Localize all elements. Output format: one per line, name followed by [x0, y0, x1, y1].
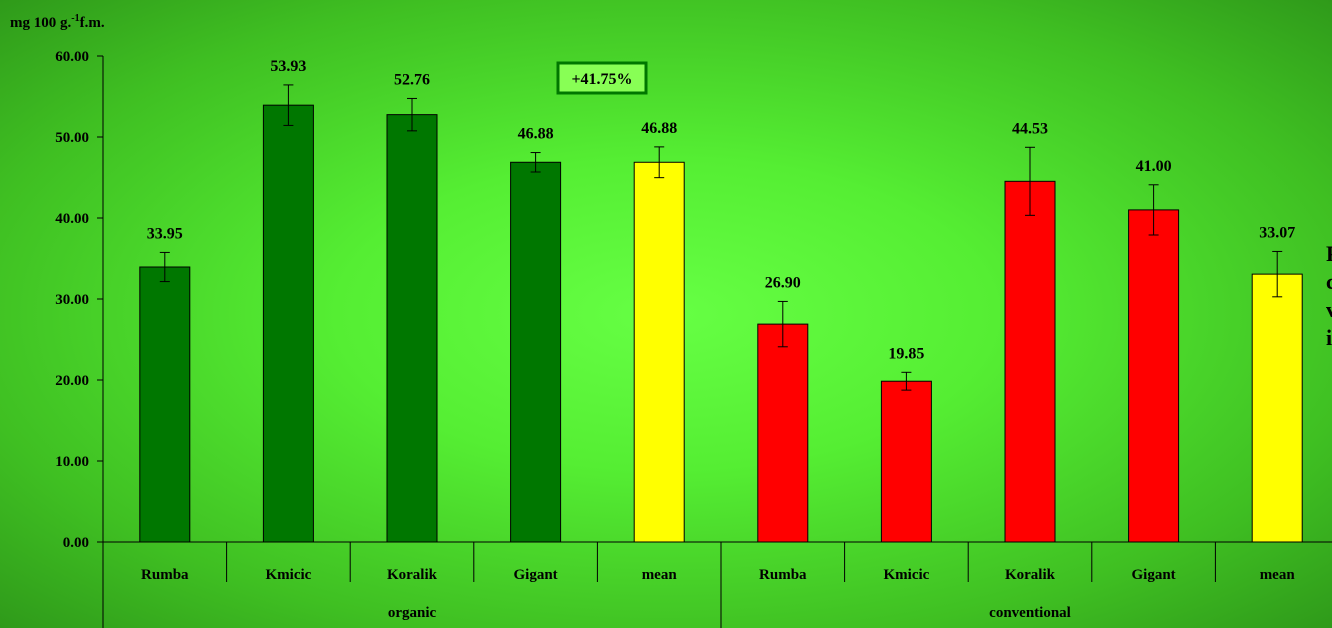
bar [1251, 273, 1303, 543]
side-note-line: v [1326, 297, 1332, 322]
axes: 0.00 10.00 20.00 30.00 40.00 50.00 60.00 Rumba K… [55, 49, 1332, 628]
bar [633, 161, 685, 543]
y-tick-label: 30.00 [55, 292, 89, 308]
annotation-box: +41.75% [556, 61, 648, 95]
x-tick-label: Kmicic [265, 567, 311, 583]
side-note-line: P [1326, 240, 1332, 268]
y-tick-label: 60.00 [55, 49, 89, 65]
y-axis-label: mg 100 g.-1f.m. [10, 13, 105, 31]
data-label: 53.93 [270, 58, 306, 75]
data-label: 46.88 [518, 126, 554, 143]
annotation-text: +41.75% [571, 71, 632, 88]
y-tick-label: 0.00 [63, 535, 89, 551]
x-tick-label: mean [1260, 567, 1296, 583]
x-tick-label: Rumba [141, 567, 189, 583]
y-tick-label: 40.00 [55, 211, 89, 227]
data-label: 26.90 [765, 274, 801, 291]
group-label: conventional [989, 605, 1071, 621]
x-tick-label: Rumba [759, 567, 807, 583]
bar [757, 323, 809, 543]
data-label: 52.76 [394, 71, 430, 88]
bar [386, 114, 438, 543]
side-note-line: c [1326, 269, 1332, 294]
side-note-text: P c v i [1326, 240, 1332, 352]
y-tick-label: 10.00 [55, 454, 89, 470]
chart-marks: 33.95 53.93 52.76 46.88 46.88 26.90 19.85 44.53… [139, 58, 1303, 543]
x-tick-label: Kmicic [883, 567, 929, 583]
y-tick-label: 20.00 [55, 373, 89, 389]
data-label: 46.88 [641, 120, 677, 137]
data-label: 33.95 [147, 225, 183, 242]
y-tick-label: 50.00 [55, 130, 89, 146]
data-label: 44.53 [1012, 120, 1048, 137]
x-tick-label: Gigant [1132, 567, 1176, 583]
bar [510, 161, 562, 543]
data-label: 19.85 [888, 345, 924, 362]
bar [880, 380, 932, 543]
bar [1128, 209, 1180, 543]
data-label: 41.00 [1136, 158, 1172, 175]
x-tick-label: Koralik [387, 567, 438, 583]
bar [262, 104, 314, 543]
side-note-line: i [1326, 325, 1332, 350]
bar [139, 266, 191, 543]
group-label: organic [388, 605, 437, 621]
bar [1004, 180, 1056, 543]
data-label: 33.07 [1259, 224, 1295, 241]
x-tick-label: Koralik [1005, 567, 1056, 583]
x-tick-label: mean [642, 567, 678, 583]
x-tick-label: Gigant [514, 567, 558, 583]
